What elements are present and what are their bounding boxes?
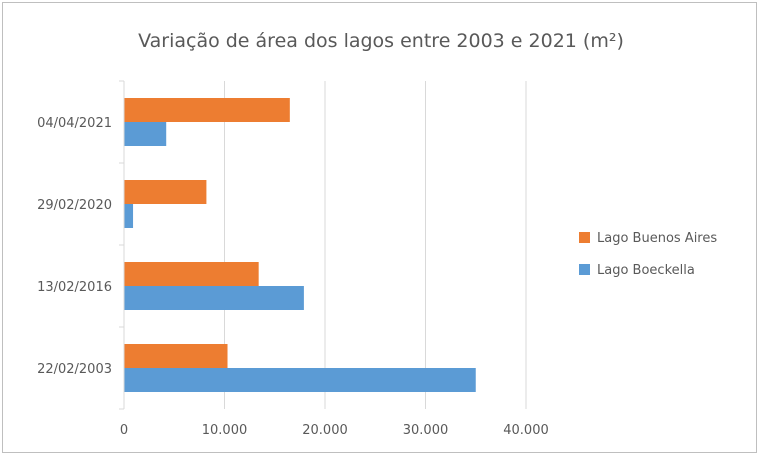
bar-lago-boeckella-13-02-2016 (124, 286, 304, 310)
x-tick-label: 40.000 (503, 423, 549, 438)
legend-swatch-lago-buenos-aires (579, 232, 590, 243)
x-tick-label: 0 (120, 423, 128, 438)
bar-chart: Variação de área dos lagos entre 2003 e … (37, 30, 717, 438)
y-tick-label: 29/02/2020 (37, 198, 112, 213)
x-tick-label: 20.000 (302, 423, 348, 438)
y-tick-label: 22/02/2003 (37, 362, 112, 377)
bar-lago-buenos-aires-04-04-2021 (124, 98, 290, 122)
bar-lago-boeckella-04-04-2021 (124, 122, 167, 146)
gridlines (224, 81, 527, 409)
bar-lago-boeckella-22-02-2003 (124, 368, 476, 392)
bar-lago-buenos-aires-13-02-2016 (124, 262, 259, 286)
legend: Lago Buenos Aires Lago Boeckella (579, 231, 717, 278)
x-tick-label: 30.000 (403, 423, 449, 438)
x-tick-label: 10.000 (202, 423, 248, 438)
axes: 0 10.000 20.000 30.000 40.000 22/02/2003 13/02… (37, 80, 549, 438)
bars (124, 98, 476, 392)
y-tick-label: 04/04/2021 (37, 116, 112, 131)
y-tick-label: 13/02/2016 (37, 280, 112, 295)
chart-frame: Variação de área dos lagos entre 2003 e … (2, 2, 757, 453)
bar-lago-boeckella-29-02-2020 (124, 204, 134, 228)
chart-title: Variação de área dos lagos entre 2003 e … (138, 30, 624, 52)
legend-swatch-lago-boeckella (579, 264, 590, 275)
legend-label-lago-buenos-aires: Lago Buenos Aires (597, 231, 717, 246)
bar-lago-buenos-aires-29-02-2020 (124, 180, 207, 204)
bar-lago-buenos-aires-22-02-2003 (124, 344, 228, 368)
legend-label-lago-boeckella: Lago Boeckella (597, 263, 695, 278)
